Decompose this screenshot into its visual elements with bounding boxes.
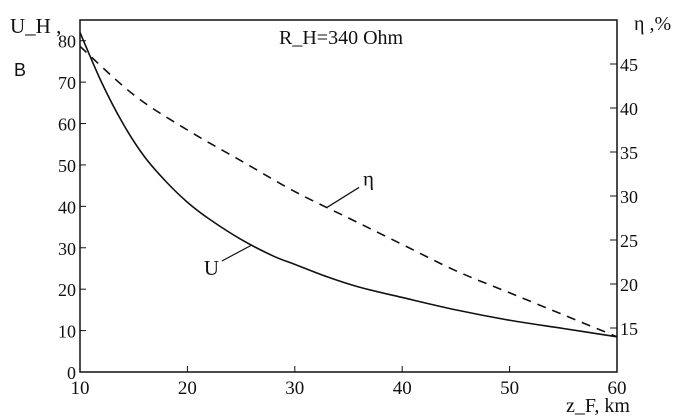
y-right-tick-label: 20 (620, 275, 638, 295)
series-layer (79, 32, 618, 338)
x-tick-label: 20 (178, 378, 197, 399)
y-left-axis-label: U_H , (10, 14, 61, 38)
y-left-axis-unit: B (14, 60, 26, 80)
x-tick-label: 40 (393, 378, 412, 399)
x-tick-label: 10 (71, 378, 90, 399)
y-right-axis-ticks: 15 20 25 30 35 40 45 (610, 55, 638, 339)
x-tick-label: 30 (285, 378, 304, 399)
y-left-tick-label: 80 (58, 32, 76, 52)
y-left-tick-label: 20 (58, 280, 76, 300)
y-left-axis-ticks: 0 10 20 30 40 50 60 70 80 (58, 32, 86, 383)
x-axis-ticks: 10 20 30 40 50 60 (71, 366, 627, 399)
y-right-tick-label: 25 (620, 231, 638, 251)
y-right-tick-label: 15 (620, 319, 638, 339)
y-left-tick-label: 0 (67, 363, 76, 383)
y-left-tick-label: 50 (58, 156, 76, 176)
y-left-tick-label: 70 (58, 73, 76, 93)
y-right-tick-label: 40 (620, 99, 638, 119)
series-line-u (79, 32, 618, 338)
x-axis-label: z_F, km (566, 395, 630, 417)
x-tick-label: 50 (500, 378, 519, 399)
annotation-leader (326, 186, 360, 208)
y-right-tick-label: 45 (620, 55, 638, 75)
annotation-label: η (363, 166, 374, 190)
annotation-label: U (204, 256, 219, 280)
plot-frame (79, 19, 618, 373)
y-left-tick-label: 10 (58, 322, 76, 342)
x-tick-label: 60 (608, 378, 627, 399)
annotation-leader (221, 244, 253, 262)
y-right-axis-label: η ,% (634, 13, 671, 35)
series-line-eta (79, 45, 618, 338)
y-right-tick-label: 35 (620, 143, 638, 163)
chart-title: R_H=340 Ohm (279, 27, 404, 49)
y-right-tick-label: 30 (620, 187, 638, 207)
y-left-tick-label: 40 (58, 197, 76, 217)
y-left-tick-label: 60 (58, 115, 76, 135)
annotation-layer: Uη (204, 166, 374, 280)
y-left-tick-label: 30 (58, 239, 76, 259)
